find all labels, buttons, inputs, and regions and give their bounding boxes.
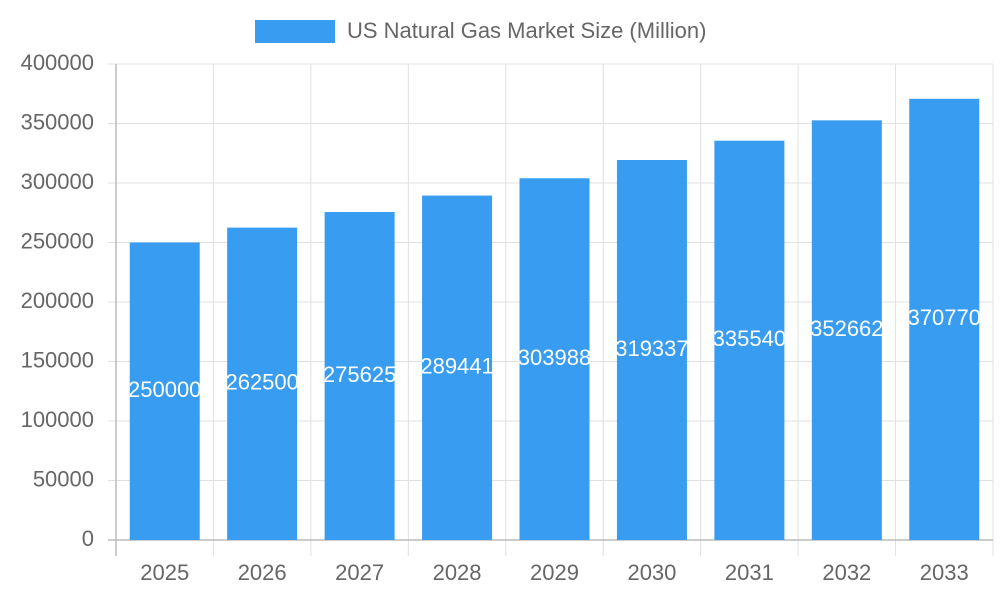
data-label: 250000 [128, 377, 201, 402]
data-label: 275625 [323, 362, 396, 387]
x-tick-label: 2032 [822, 560, 871, 585]
bar [324, 212, 395, 540]
data-label: 289441 [420, 354, 493, 379]
x-tick-label: 2027 [335, 560, 384, 585]
bar [616, 159, 687, 541]
bar [129, 242, 200, 540]
y-tick-label: 100000 [21, 407, 94, 432]
data-label: 262500 [225, 370, 298, 395]
y-tick-label: 150000 [21, 347, 94, 372]
data-label: 335540 [713, 326, 786, 351]
y-tick-label: 200000 [21, 288, 94, 313]
legend-swatch [255, 20, 335, 43]
x-tick-label: 2030 [627, 560, 676, 585]
y-tick-label: 300000 [21, 169, 94, 194]
legend-label: US Natural Gas Market Size (Million) [347, 18, 706, 43]
y-tick-label: 250000 [21, 228, 94, 253]
x-tick-label: 2025 [140, 560, 189, 585]
bar [227, 227, 298, 540]
y-tick-label: 350000 [21, 109, 94, 134]
data-label: 352662 [810, 316, 883, 341]
x-tick-label: 2026 [238, 560, 287, 585]
bar [714, 140, 785, 540]
x-tick-label: 2033 [920, 560, 969, 585]
bar [422, 195, 493, 540]
data-label: 370770 [908, 305, 981, 330]
bar [519, 178, 590, 540]
x-tick-label: 2031 [725, 560, 774, 585]
x-tick-label: 2029 [530, 560, 579, 585]
data-label: 319337 [615, 336, 688, 361]
x-tick-label: 2028 [433, 560, 482, 585]
bar [909, 98, 980, 541]
bar [811, 120, 882, 541]
y-tick-label: 0 [82, 526, 94, 551]
data-label: 303988 [518, 345, 591, 370]
y-tick-label: 50000 [33, 466, 94, 491]
y-tick-label: 400000 [21, 50, 94, 75]
